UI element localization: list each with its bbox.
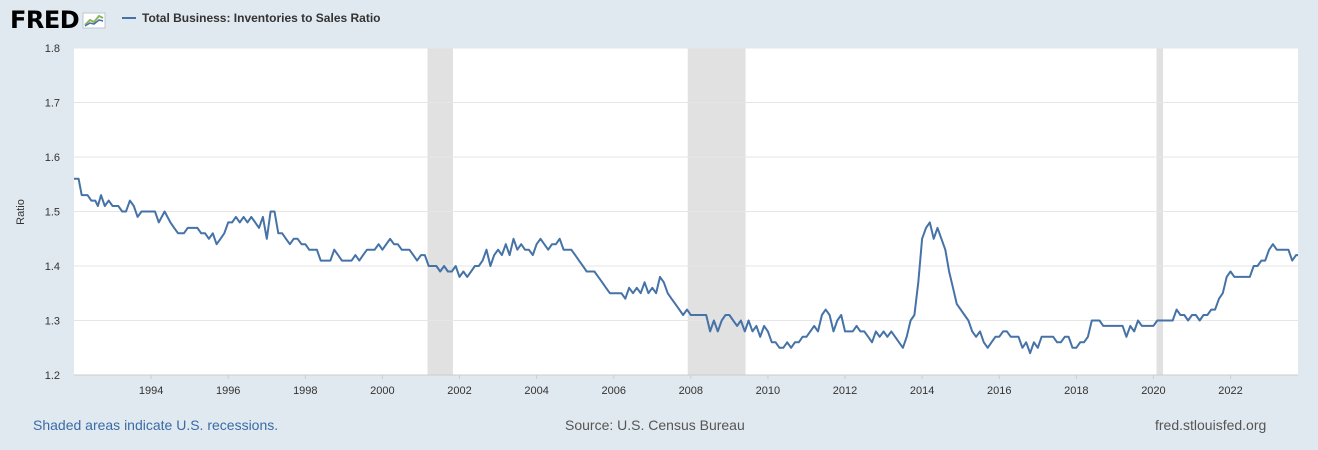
x-tick-label-2020: 2020 bbox=[1141, 385, 1165, 397]
fred-logo[interactable]: FRED bbox=[10, 6, 106, 34]
legend-series-label: Total Business: Inventories to Sales Rat… bbox=[142, 11, 381, 25]
source-text: Source: U.S. Census Bureau bbox=[565, 417, 745, 433]
x-tick-label-1996: 1996 bbox=[216, 385, 240, 397]
x-tick-label-2016: 2016 bbox=[987, 385, 1011, 397]
y-tick-label-1.2: 1.2 bbox=[45, 370, 60, 382]
y-tick-label-1.7: 1.7 bbox=[45, 98, 60, 110]
site-link[interactable]: fred.stlouisfed.org bbox=[1155, 417, 1267, 433]
recessions-note-link[interactable]: Shaded areas indicate U.S. recessions. bbox=[33, 417, 279, 433]
x-tick-label-2012: 2012 bbox=[833, 385, 857, 397]
fred-logo-text: FRED bbox=[10, 6, 80, 34]
x-tick-label-2000: 2000 bbox=[370, 385, 394, 397]
x-tick-label-2002: 2002 bbox=[447, 385, 471, 397]
y-axis-ticks: 1.2 1.3 1.4 1.5 1.6 1.7 1.8 bbox=[45, 43, 60, 382]
y-tick-label-1.3: 1.3 bbox=[45, 316, 60, 328]
x-tick-label-2008: 2008 bbox=[679, 385, 703, 397]
series-line[interactable] bbox=[74, 177, 1298, 355]
x-tick-label-2022: 2022 bbox=[1218, 385, 1242, 397]
x-tick-label-2018: 2018 bbox=[1064, 385, 1088, 397]
x-tick-label-1998: 1998 bbox=[293, 385, 317, 397]
x-tick-label-1994: 1994 bbox=[139, 385, 163, 397]
x-tick-label-2004: 2004 bbox=[524, 385, 548, 397]
x-axis-ticks: 1994 1996 1998 2000 2002 2004 2006 2008 2010 2012… bbox=[74, 374, 1298, 397]
y-tick-label-1.6: 1.6 bbox=[45, 152, 60, 164]
y-tick-label-1.5: 1.5 bbox=[45, 207, 60, 219]
y-tick-label-1.8: 1.8 bbox=[45, 43, 60, 55]
x-tick-label-2006: 2006 bbox=[601, 385, 625, 397]
y-tick-label-1.4: 1.4 bbox=[45, 261, 60, 273]
graph-icon bbox=[82, 12, 106, 29]
x-tick-label-2010: 2010 bbox=[756, 385, 780, 397]
legend-swatch bbox=[122, 17, 136, 19]
chart-legend: Total Business: Inventories to Sales Rat… bbox=[122, 11, 381, 25]
y-axis-title: Ratio bbox=[15, 199, 27, 225]
x-tick-label-2014: 2014 bbox=[910, 385, 934, 397]
header: FRED bbox=[10, 6, 106, 34]
